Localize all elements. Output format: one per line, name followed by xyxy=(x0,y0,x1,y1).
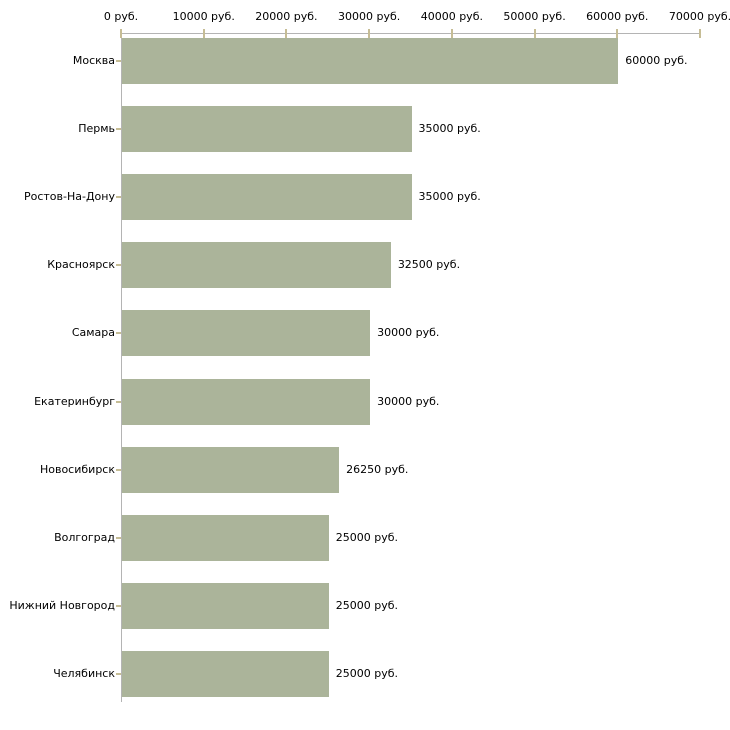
category-tick xyxy=(116,400,121,403)
category-label: Пермь xyxy=(78,122,115,136)
bar-value-label: 35000 руб. xyxy=(418,190,481,204)
bar-value-label: 26250 руб. xyxy=(346,462,409,476)
x-axis-tick-label: 70000 руб. xyxy=(668,10,730,23)
x-axis-tick-label: 0 руб. xyxy=(103,10,139,23)
x-axis-line xyxy=(121,33,701,34)
category-tick xyxy=(116,672,121,675)
bar-value-label: 30000 руб. xyxy=(377,394,440,408)
category-label: Ростов-На-Дону xyxy=(23,190,115,204)
category-label: Челябинск xyxy=(53,666,115,680)
category-label: Волгоград xyxy=(54,530,115,544)
bar-value-label: 35000 руб. xyxy=(418,122,481,136)
bar xyxy=(122,446,340,493)
x-axis-tick-label: 30000 руб. xyxy=(338,10,401,23)
x-axis-tick-label: 50000 руб. xyxy=(503,10,566,23)
category-label: Нижний Новгород xyxy=(9,598,115,612)
category-label: Новосибирск xyxy=(39,462,115,476)
category-tick xyxy=(116,536,121,539)
x-axis-tick-label: 60000 руб. xyxy=(586,10,649,23)
category-tick xyxy=(116,196,121,199)
bar xyxy=(122,378,371,425)
bar-value-label: 60000 руб. xyxy=(625,54,688,67)
category-tick xyxy=(116,468,121,471)
bar xyxy=(122,582,329,629)
bar-value-label: 25000 руб. xyxy=(335,530,399,544)
bar xyxy=(122,650,329,697)
x-axis-tick-label: 40000 руб. xyxy=(420,10,483,23)
x-axis-tick xyxy=(368,29,371,38)
category-label: Красноярск xyxy=(47,258,115,272)
category-tick xyxy=(116,332,121,335)
x-axis-tick xyxy=(120,29,122,38)
bar xyxy=(122,38,619,84)
bar xyxy=(122,106,412,153)
bar xyxy=(122,174,412,221)
bar xyxy=(122,310,371,357)
x-axis-tick xyxy=(450,29,453,38)
x-axis-tick-label: 20000 руб. xyxy=(255,10,318,23)
x-axis-tick xyxy=(202,29,205,38)
bar xyxy=(122,514,329,561)
x-axis-tick xyxy=(285,29,288,38)
category-label: Екатеринбург xyxy=(34,394,115,408)
category-tick xyxy=(116,60,121,62)
x-axis-tick-label: 10000 руб. xyxy=(172,10,235,23)
category-tick xyxy=(116,264,121,267)
x-axis-tick xyxy=(699,29,701,38)
bar-value-label: 30000 руб. xyxy=(377,326,440,340)
category-tick xyxy=(116,128,121,131)
category-label: Москва xyxy=(72,54,115,67)
bar-value-label: 25000 руб. xyxy=(335,666,399,680)
x-axis-tick xyxy=(533,29,536,38)
y-axis-line xyxy=(121,33,122,702)
bar-value-label: 32500 руб. xyxy=(397,258,461,272)
category-tick xyxy=(116,604,121,607)
bar xyxy=(122,242,391,289)
category-label: Самара xyxy=(71,326,115,340)
bar-value-label: 25000 руб. xyxy=(335,598,399,612)
x-axis-tick xyxy=(616,29,619,38)
